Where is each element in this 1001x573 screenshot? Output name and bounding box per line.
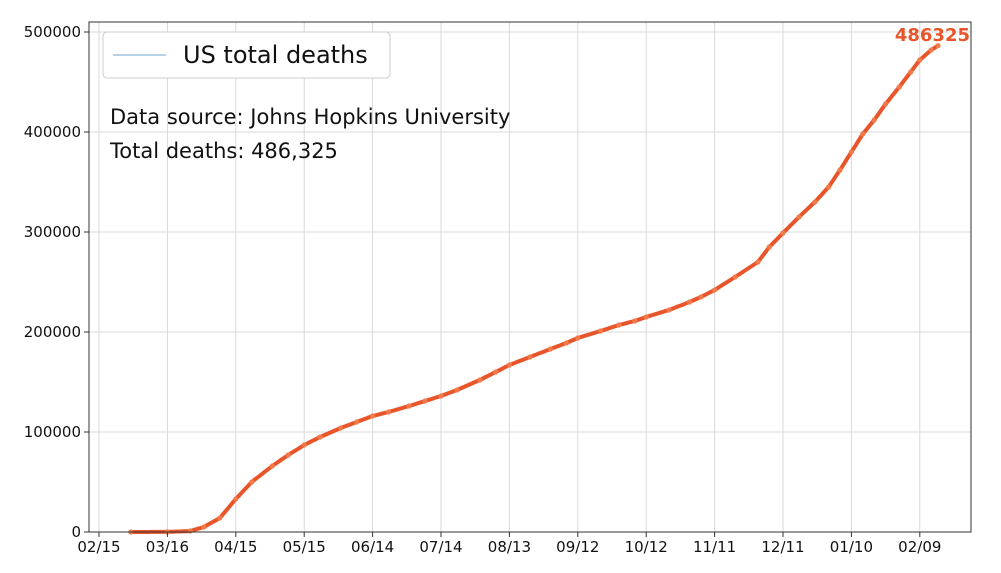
x-tick-label: 03/16 bbox=[146, 538, 189, 556]
data-point bbox=[301, 442, 307, 448]
data-point bbox=[354, 419, 360, 425]
end-value-label: 486325 bbox=[895, 25, 970, 46]
x-tick-label: 11/11 bbox=[693, 538, 736, 556]
data-point bbox=[616, 322, 622, 328]
data-point bbox=[249, 479, 255, 485]
data-point bbox=[285, 452, 291, 458]
data-point bbox=[338, 425, 344, 431]
data-point bbox=[766, 244, 772, 250]
data-point bbox=[837, 167, 843, 173]
y-tick-label: 0 bbox=[71, 523, 81, 541]
y-tick-label: 100000 bbox=[24, 423, 81, 441]
data-point bbox=[883, 101, 889, 107]
data-point bbox=[871, 117, 877, 123]
series-line-us-total-deaths bbox=[128, 43, 940, 534]
data-point bbox=[406, 403, 412, 409]
legend: US total deaths bbox=[102, 31, 391, 79]
data-point bbox=[780, 230, 786, 236]
data-point bbox=[422, 398, 428, 404]
data-point bbox=[698, 294, 704, 300]
data-point bbox=[666, 307, 672, 313]
legend-box bbox=[102, 31, 391, 79]
data-point bbox=[527, 354, 533, 360]
data-point bbox=[506, 362, 512, 368]
data-point bbox=[386, 409, 392, 415]
data-point bbox=[187, 528, 193, 534]
data-point bbox=[917, 57, 923, 63]
x-tick-label: 07/14 bbox=[419, 538, 462, 556]
data-point bbox=[563, 340, 570, 346]
data-point bbox=[201, 524, 207, 530]
data-point bbox=[493, 369, 499, 375]
data-point bbox=[826, 184, 832, 190]
x-tick-label: 05/15 bbox=[283, 538, 326, 556]
data-point bbox=[796, 214, 802, 220]
x-tick-label: 02/15 bbox=[77, 538, 120, 556]
data-point bbox=[438, 393, 444, 399]
legend-entry-label: US total deaths bbox=[183, 41, 368, 69]
y-tick-label: 500000 bbox=[24, 23, 81, 41]
ticks: 02/15 03/16 04/15 05/15 06/14 07/14 08/13 09/12… bbox=[24, 23, 942, 556]
data-point bbox=[812, 199, 818, 205]
data-point bbox=[908, 69, 914, 75]
data-point bbox=[860, 131, 866, 137]
x-tick-label: 06/14 bbox=[351, 538, 394, 556]
data-point bbox=[928, 47, 934, 53]
data-point bbox=[598, 328, 604, 334]
data-point bbox=[632, 318, 638, 324]
data-point bbox=[686, 299, 693, 305]
data-point bbox=[217, 515, 223, 521]
data-point bbox=[454, 387, 460, 393]
y-tick-label: 400000 bbox=[24, 123, 81, 141]
x-tick-label: 01/10 bbox=[830, 538, 873, 556]
x-tick-label: 09/12 bbox=[556, 538, 599, 556]
data-point bbox=[269, 463, 275, 469]
data-point bbox=[477, 377, 483, 383]
x-tick-label: 08/13 bbox=[488, 538, 531, 556]
series-layer bbox=[128, 43, 941, 535]
y-tick-label: 300000 bbox=[24, 223, 81, 241]
y-tick-label: 200000 bbox=[24, 323, 81, 341]
x-tick-label: 10/12 bbox=[625, 538, 668, 556]
data-point bbox=[370, 413, 376, 419]
data-point bbox=[233, 496, 239, 502]
total-deaths-annotation: Total deaths: 486,325 bbox=[109, 139, 338, 163]
data-point bbox=[317, 434, 323, 440]
data-point bbox=[896, 84, 902, 90]
x-tick-label: 12/11 bbox=[761, 538, 804, 556]
data-point bbox=[712, 287, 718, 293]
data-point bbox=[547, 346, 554, 352]
data-point bbox=[732, 274, 738, 280]
data-point bbox=[935, 43, 941, 49]
x-tick-label: 04/15 bbox=[214, 538, 257, 556]
plot-frame bbox=[88, 21, 972, 533]
x-tick-label: 02/09 bbox=[898, 538, 941, 556]
data-point bbox=[848, 149, 855, 155]
data-point bbox=[755, 259, 761, 265]
data-point bbox=[643, 314, 649, 320]
data-point bbox=[575, 335, 581, 341]
data-source-annotation: Data source: Johns Hopkins University bbox=[110, 105, 510, 129]
